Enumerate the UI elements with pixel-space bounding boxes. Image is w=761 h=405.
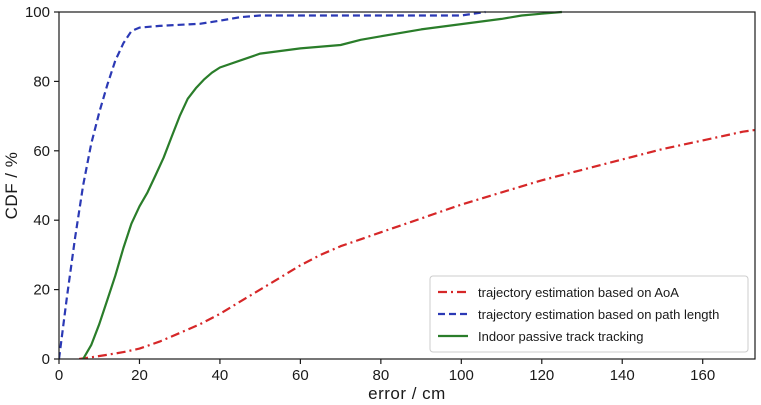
series-line-1 xyxy=(59,10,486,359)
x-tick-label: 40 xyxy=(212,367,229,384)
legend: trajectory estimation based on AoA trajec… xyxy=(429,275,749,353)
x-tick-label: 120 xyxy=(529,367,554,384)
plot-frame xyxy=(58,11,756,360)
y-axis-ticks: 0 20 40 60 80 100 xyxy=(25,4,59,368)
y-tick-label: 100 xyxy=(25,4,50,21)
x-tick-label: 80 xyxy=(373,367,390,384)
legend-label-1: trajectory estimation based on path leng… xyxy=(478,307,719,322)
y-tick-label: 80 xyxy=(33,73,50,90)
y-tick-label: 20 xyxy=(33,282,50,299)
x-axis-ticks: 0 20 40 60 80 100 120 140 160 xyxy=(55,359,715,384)
x-tick-label: 60 xyxy=(292,367,309,384)
legend-box xyxy=(429,275,749,353)
legend-label-0: trajectory estimation based on AoA xyxy=(478,285,679,300)
x-tick-label: 100 xyxy=(449,367,474,384)
x-tick-label: 0 xyxy=(55,367,63,384)
x-axis-title: error / cm xyxy=(368,384,446,403)
y-axis-title: CDF / % xyxy=(2,152,21,220)
series-line-0 xyxy=(78,128,755,359)
y-tick-label: 0 xyxy=(42,351,50,368)
x-tick-label: 140 xyxy=(610,367,635,384)
x-tick-label: 160 xyxy=(690,367,715,384)
y-tick-label: 60 xyxy=(33,143,50,160)
y-tick-label: 40 xyxy=(33,212,50,229)
series-line-2 xyxy=(82,10,562,359)
legend-label-2: Indoor passive track tracking xyxy=(478,329,643,344)
x-tick-label: 20 xyxy=(131,367,148,384)
plot-lines xyxy=(59,10,755,359)
